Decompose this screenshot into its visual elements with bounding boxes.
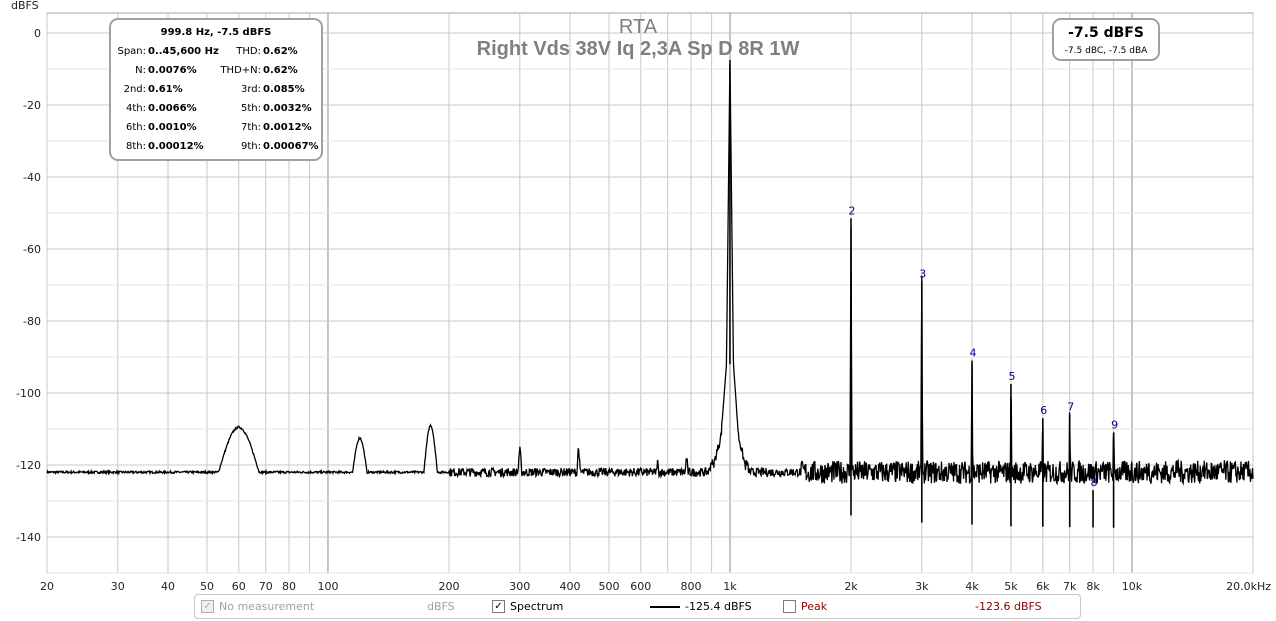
harmonic-marker-label: 4 <box>970 347 977 360</box>
info-row: N: 0.0076% THD+N: 0.62% <box>111 65 321 79</box>
info-row: 2nd: 0.61% 3rd: 0.085% <box>111 84 321 98</box>
x-tick-label: 80 <box>282 580 296 593</box>
harmonic-marker-label: 8 <box>1091 476 1098 489</box>
info-value: 0..45,600 Hz <box>148 46 219 57</box>
no-measurement-checkbox[interactable]: ✓ <box>201 600 214 613</box>
level-weighted-values: -7.5 dBC, -7.5 dBA <box>1064 46 1148 56</box>
x-tick-label: 40 <box>161 580 175 593</box>
peak-value: -123.6 dBFS <box>975 600 1042 613</box>
chart-subtitle: Right Vds 38V Iq 2,3A Sp D 8R 1W <box>477 38 800 60</box>
info-label: 8th: <box>126 141 146 152</box>
x-tick-label: 4k <box>965 580 979 593</box>
info-label: 6th: <box>126 122 146 133</box>
spectrum-value: -125.4 dBFS <box>685 600 752 613</box>
info-value: 0.0010% <box>148 122 197 133</box>
harmonic-marker-label: 2 <box>849 204 856 217</box>
info-row: 6th: 0.0010% 7th: 0.0012% <box>111 122 321 136</box>
info-row: 4th: 0.0066% 5th: 0.0032% <box>111 103 321 117</box>
fundamental-readout: 999.8 Hz, -7.5 dBFS <box>160 27 272 38</box>
level-main-value: -7.5 dBFS <box>1068 25 1144 41</box>
info-label: 4th: <box>126 103 146 114</box>
harmonic-marker-label: 9 <box>1111 419 1118 432</box>
info-label: 5th: <box>241 103 261 114</box>
x-tick-label: 600 <box>630 580 651 593</box>
x-tick-label: 7k <box>1063 580 1077 593</box>
x-tick-label: 20.0kHz <box>1226 580 1271 593</box>
info-value: 0.085% <box>263 84 305 95</box>
y-tick-label: -40 <box>23 171 41 184</box>
x-tick-label: 800 <box>681 580 702 593</box>
x-tick-label: 10k <box>1122 580 1143 593</box>
spectrum-line-swatch <box>650 606 680 608</box>
x-tick-label: 3k <box>915 580 929 593</box>
info-value: 0.0012% <box>263 122 312 133</box>
level-readout-box: -7.5 dBFS -7.5 dBC, -7.5 dBA <box>1052 18 1160 61</box>
x-tick-label: 500 <box>598 580 619 593</box>
info-label: 2nd: <box>123 84 146 95</box>
y-tick-label: -100 <box>16 387 41 400</box>
legend-bar: ✓ No measurement dBFS ✓ Spectrum -125.4 … <box>194 594 1081 619</box>
y-tick-label: -20 <box>23 99 41 112</box>
info-value: 0.00012% <box>148 141 204 152</box>
peak-label: Peak <box>801 600 828 613</box>
spectrum-label: Spectrum <box>510 600 564 613</box>
no-measurement-label: No measurement <box>219 600 315 613</box>
info-row: 8th: 0.00012% 9th: 0.00067% <box>111 141 321 155</box>
y-tick-label: -120 <box>16 459 41 472</box>
info-label: THD+N: <box>220 65 261 76</box>
peak-checkbox[interactable] <box>783 600 796 613</box>
x-tick-label: 5k <box>1004 580 1018 593</box>
info-value: 0.00067% <box>263 141 319 152</box>
y-tick-label: -140 <box>16 531 41 544</box>
measurement-info-box: 999.8 Hz, -7.5 dBFS Span: 0..45,600 Hz T… <box>109 18 323 161</box>
info-value: 0.62% <box>263 65 298 76</box>
x-tick-label: 6k <box>1036 580 1050 593</box>
info-label: 9th: <box>241 141 261 152</box>
x-tick-label: 50 <box>200 580 214 593</box>
info-label: 3rd: <box>240 84 261 95</box>
spectrum-checkbox[interactable]: ✓ <box>492 600 505 613</box>
x-tick-label: 70 <box>259 580 273 593</box>
info-row: Span: 0..45,600 Hz THD: 0.62% <box>111 46 321 60</box>
harmonic-marker-label: 7 <box>1067 401 1074 414</box>
info-label: 7th: <box>241 122 261 133</box>
info-value: 0.61% <box>148 84 183 95</box>
info-value: 0.0066% <box>148 103 197 114</box>
x-tick-label: 8k <box>1086 580 1100 593</box>
harmonic-marker-label: 3 <box>919 267 926 280</box>
info-value: 0.0076% <box>148 65 197 76</box>
info-label: Span: <box>117 46 146 57</box>
info-value: 0.0032% <box>263 103 312 114</box>
y-tick-label: 0 <box>34 27 41 40</box>
x-tick-label: 20 <box>40 580 54 593</box>
x-tick-label: 30 <box>111 580 125 593</box>
chart-title: RTA <box>619 16 658 38</box>
harmonic-marker-label: 5 <box>1008 370 1015 383</box>
info-label: THD: <box>236 46 261 57</box>
x-tick-label: 400 <box>560 580 581 593</box>
y-tick-label: -80 <box>23 315 41 328</box>
x-tick-label: 60 <box>232 580 246 593</box>
x-tick-label: 1k <box>723 580 737 593</box>
y-tick-label: -60 <box>23 243 41 256</box>
harmonic-marker-label: 6 <box>1040 404 1047 417</box>
x-tick-label: 2k <box>844 580 858 593</box>
y-axis-label: dBFS <box>11 0 39 12</box>
no-measurement-unit: dBFS <box>427 600 455 613</box>
spectrum-trace <box>46 64 1254 486</box>
info-label: N: <box>135 65 146 76</box>
info-value: 0.62% <box>263 46 298 57</box>
x-tick-label: 300 <box>509 580 530 593</box>
x-tick-label: 100 <box>317 580 338 593</box>
x-tick-label: 200 <box>439 580 460 593</box>
